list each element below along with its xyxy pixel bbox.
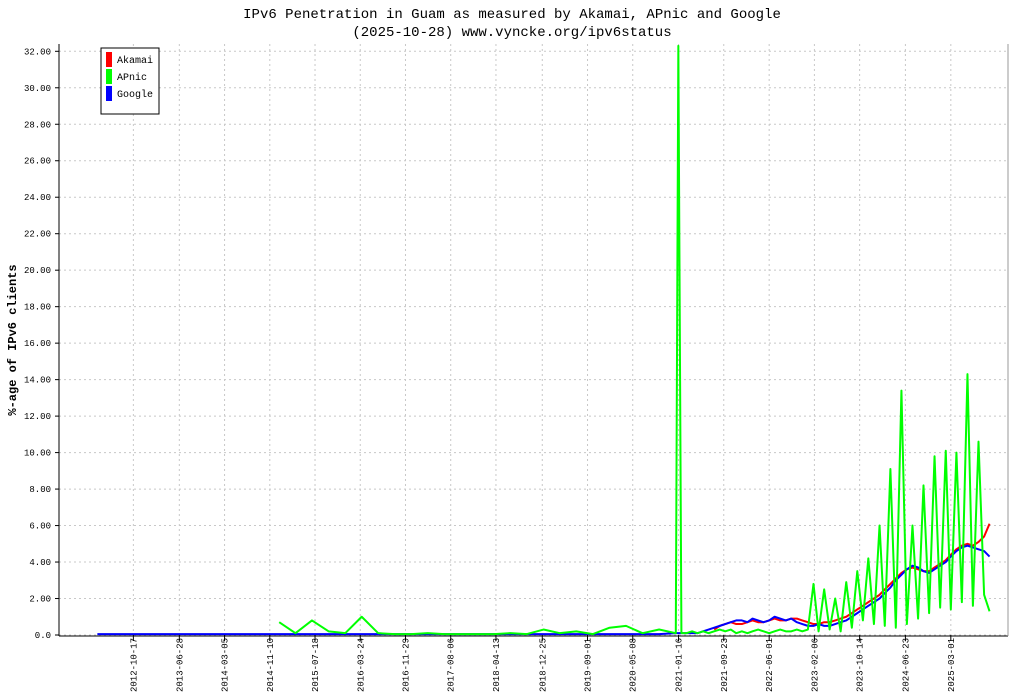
- y-tick-label: 20.00: [24, 266, 51, 276]
- x-tick-label: 2020-05-08: [629, 638, 639, 692]
- grid: [59, 44, 1008, 636]
- x-tick-label: 2023-02-06: [810, 638, 820, 692]
- y-tick-label: 8.00: [29, 485, 51, 495]
- legend-label: Akamai: [117, 55, 153, 67]
- y-tick-label: 26.00: [24, 157, 51, 167]
- legend: Akamai APnic Google: [100, 47, 160, 115]
- x-tick-label: 2025-03-01: [947, 638, 957, 692]
- y-tick-label: 28.00: [24, 120, 51, 130]
- y-tick-label: 16.00: [24, 339, 51, 349]
- series-line: [278, 44, 991, 636]
- chart-title: IPv6 Penetration in Guam as measured by …: [243, 7, 781, 23]
- x-tick-label: 2014-03-05: [221, 638, 231, 692]
- x-tick-label: 2016-03-24: [356, 638, 366, 692]
- y-tick-label: 18.00: [24, 303, 51, 313]
- x-tick-label: 2013-06-28: [175, 638, 185, 692]
- x-tick-label: 2014-11-10: [266, 638, 276, 692]
- legend-swatch: [106, 69, 112, 84]
- x-tick-label: 2022-06-01: [765, 638, 775, 692]
- y-tick-label: 12.00: [24, 412, 51, 422]
- legend-label: Google: [117, 89, 153, 101]
- y-tick-label: 4.00: [29, 558, 51, 568]
- x-tick-label: 2018-04-13: [492, 638, 502, 692]
- y-tick-label: 10.00: [24, 449, 51, 459]
- x-tick-label: 2016-11-29: [401, 638, 411, 692]
- x-tick-label: 2012-10-17: [129, 638, 139, 692]
- x-tick-label: 2024-06-23: [901, 638, 911, 692]
- legend-label: APnic: [117, 72, 147, 84]
- y-tick-label: 0.0: [35, 631, 51, 641]
- x-tick-label: 2019-09-01: [584, 638, 594, 692]
- series-line: [713, 523, 991, 631]
- x-tick-label: 2015-07-18: [311, 638, 321, 692]
- legend-swatch: [106, 86, 112, 101]
- legend-swatch: [106, 52, 112, 67]
- x-tick-label: 2021-01-16: [675, 638, 685, 692]
- y-tick-label: 32.00: [24, 47, 51, 57]
- x-tick-label: 2021-09-23: [720, 638, 730, 692]
- chart-subtitle: (2025-10-28) www.vyncke.org/ipv6status: [352, 25, 671, 41]
- y-tick-label: 14.00: [24, 376, 51, 386]
- y-tick-label: 24.00: [24, 193, 51, 203]
- y-axis-label: %-age of IPv6 clients: [6, 264, 20, 415]
- y-tick-label: 22.00: [24, 230, 51, 240]
- x-tick-label: 2017-08-06: [447, 638, 457, 692]
- plot-area: [97, 44, 991, 636]
- x-tick-label: 2018-12-25: [538, 638, 548, 692]
- series-line: [97, 544, 991, 636]
- y-tick-label: 6.00: [29, 522, 51, 532]
- x-tick-label: 2023-10-14: [856, 638, 866, 692]
- y-tick-label: 30.00: [24, 84, 51, 94]
- y-tick-label: 2.00: [29, 595, 51, 605]
